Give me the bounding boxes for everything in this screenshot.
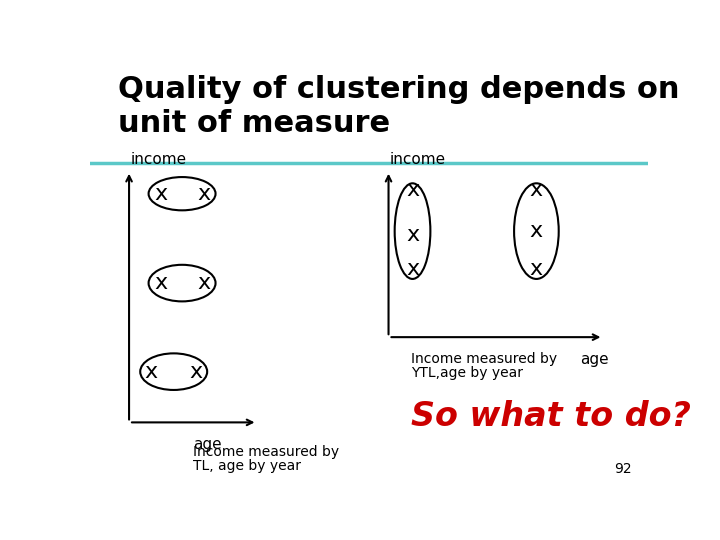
Text: 92: 92: [613, 462, 631, 476]
Text: age: age: [580, 352, 608, 367]
Text: x: x: [530, 221, 543, 241]
Text: x: x: [189, 362, 202, 382]
Text: income: income: [390, 152, 446, 167]
Text: So what to do?: So what to do?: [411, 400, 690, 433]
Text: Quality of clustering depends on
unit of measure: Quality of clustering depends on unit of…: [118, 75, 680, 138]
Text: TL, age by year: TL, age by year: [193, 459, 301, 473]
Text: Income measured by: Income measured by: [411, 352, 557, 366]
Text: x: x: [154, 273, 168, 293]
Text: x: x: [530, 179, 543, 200]
Text: x: x: [154, 184, 168, 204]
Text: x: x: [145, 362, 158, 382]
Text: age: age: [193, 437, 222, 452]
Text: income: income: [130, 152, 186, 167]
Text: x: x: [406, 259, 419, 279]
Text: x: x: [406, 179, 419, 200]
Text: x: x: [198, 273, 211, 293]
Text: YTL,age by year: YTL,age by year: [411, 366, 523, 380]
Text: x: x: [530, 259, 543, 279]
Text: x: x: [406, 225, 419, 245]
Text: Income measured by: Income measured by: [193, 446, 339, 459]
Text: x: x: [198, 184, 211, 204]
